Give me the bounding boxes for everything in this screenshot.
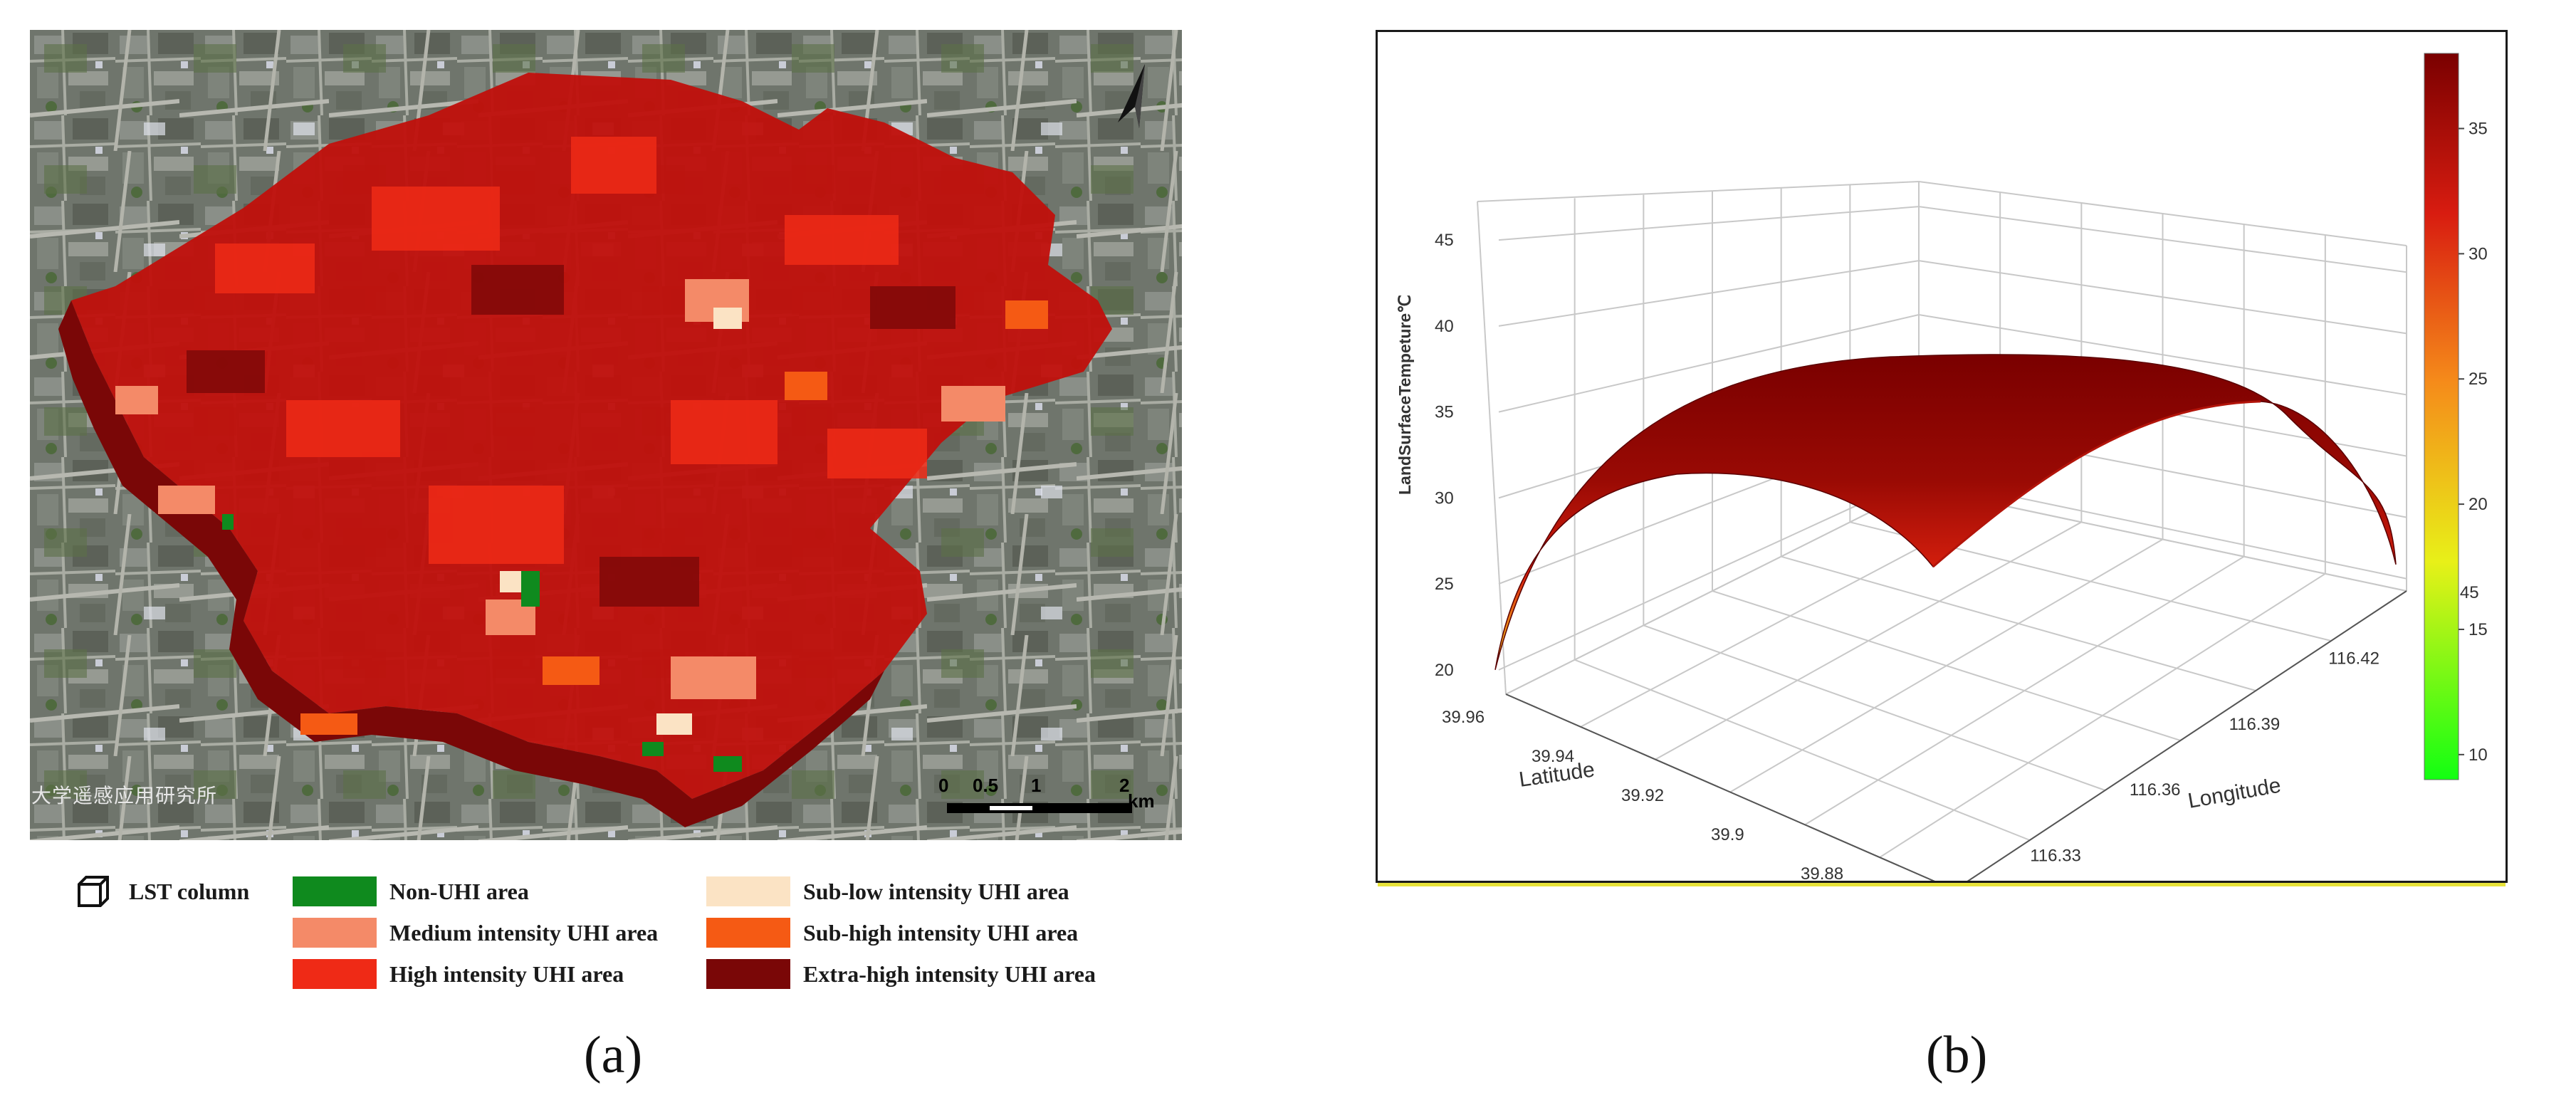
legend-label: LST column [129, 878, 250, 904]
box-left-edge [1477, 201, 1507, 695]
legend-swatch [293, 876, 377, 906]
latitude-tick-label: 39.92 [1621, 786, 1664, 805]
surface-chart: 20253035404539.9639.9439.9239.939.8839.8… [1396, 53, 2488, 923]
z-tick-label: 45 [1435, 231, 1454, 250]
legend-label: Sub-low intensity UHI area [803, 878, 1069, 904]
z-gridline [1498, 260, 2407, 335]
scale-bar-black [947, 803, 1132, 813]
temperature-surface [1494, 354, 2397, 671]
legend-lst-column: LST column [75, 876, 249, 907]
legend-non-uhi: Non-UHI area [293, 876, 529, 907]
legend-medium: Medium intensity UHI area [293, 917, 658, 948]
scale-unit: km [1128, 790, 1155, 812]
floor-gridline [1781, 555, 2256, 691]
z-tick-label: 30 [1435, 488, 1454, 508]
z-tick-label: 40 [1435, 317, 1454, 336]
colorbar-tick-label: 20 [2468, 495, 2488, 514]
legend-extra-high: Extra-high intensity UHI area [706, 958, 1096, 990]
legend-swatch [293, 959, 377, 989]
legend-swatch [706, 876, 790, 906]
scale-label-0-5: 0.5 [973, 775, 999, 796]
z-tick-label: 25 [1435, 575, 1454, 594]
longitude-tick-label: 116.42 [2328, 649, 2379, 668]
scale-label-1: 1 [1031, 775, 1042, 796]
latitude-axis-label: Latitude [1517, 758, 1596, 792]
legend-label: Medium intensity UHI area [389, 919, 659, 946]
caption-b: (b) [1926, 1026, 1988, 1084]
legend-label: Non-UHI area [389, 878, 529, 904]
floor-gridline [1712, 590, 2181, 741]
cube-icon [78, 876, 109, 907]
colorbar-tick-label: 35 [2468, 120, 2488, 139]
z-axis-label: LandSurfaceTempeture℃ [1396, 295, 1414, 495]
scale-label-0: 0 [938, 775, 949, 796]
north-arrow-icon [1118, 64, 1145, 128]
surface-rim [1932, 400, 2261, 568]
longitude-axis-label: Longitude [2186, 774, 2283, 813]
z-tick-label: 20 [1435, 661, 1454, 680]
colorbar-tick-label: 15 [2468, 620, 2488, 639]
scale-bar: 0 0.5 1 2 km [938, 775, 1155, 817]
latitude-tick-label: 39.88 [1801, 864, 1843, 881]
longitude-tick-label: 116.39 [2229, 715, 2281, 734]
colorbar [2424, 53, 2459, 780]
panel-b-underline [1378, 883, 2506, 886]
box-top-edge [1477, 180, 2407, 246]
longitude-tick-label: 116.33 [2030, 847, 2081, 866]
latitude-tick-label: 39.96 [1442, 708, 1485, 727]
legend-high: High intensity UHI area [293, 958, 624, 990]
latitude-tick-label: 39.94 [1532, 747, 1574, 766]
uhi-3d-map [30, 30, 1182, 840]
surface-chart-panel: 20253035404539.9639.9439.9239.939.8839.8… [1376, 30, 2508, 923]
legend-label: Sub-high intensity UHI area [803, 919, 1079, 946]
map-watermark: 大学遥感应用研究所 [31, 784, 218, 807]
legend-sub-high: Sub-high intensity UHI area [706, 917, 1078, 948]
z-tick-label: 35 [1435, 403, 1454, 422]
z-gridline [1498, 206, 2407, 273]
colorbar-tick-label: 25 [2468, 370, 2488, 389]
legend-swatch [706, 918, 790, 948]
legend-swatch [293, 918, 377, 948]
map-legend: LST column Non-UHI area Medium intensity… [75, 867, 1185, 1002]
box-floor-front-edge [1505, 590, 2407, 891]
legend-label: High intensity UHI area [389, 960, 624, 987]
latitude-tick-label: 39.9 [1711, 825, 1744, 844]
colorbar-tick-label: 30 [2468, 244, 2488, 263]
legend-swatch [706, 959, 790, 989]
scale-bar-white-segment [990, 806, 1032, 810]
legend-label: Extra-high intensity UHI area [803, 960, 1096, 987]
legend-sub-low: Sub-low intensity UHI area [706, 876, 1069, 907]
caption-a: (a) [584, 1026, 643, 1084]
scale-label-2: 2 [1119, 775, 1130, 796]
colorbar-tick-label: 10 [2468, 745, 2488, 765]
longitude-tick-label: 116.36 [2130, 780, 2181, 800]
